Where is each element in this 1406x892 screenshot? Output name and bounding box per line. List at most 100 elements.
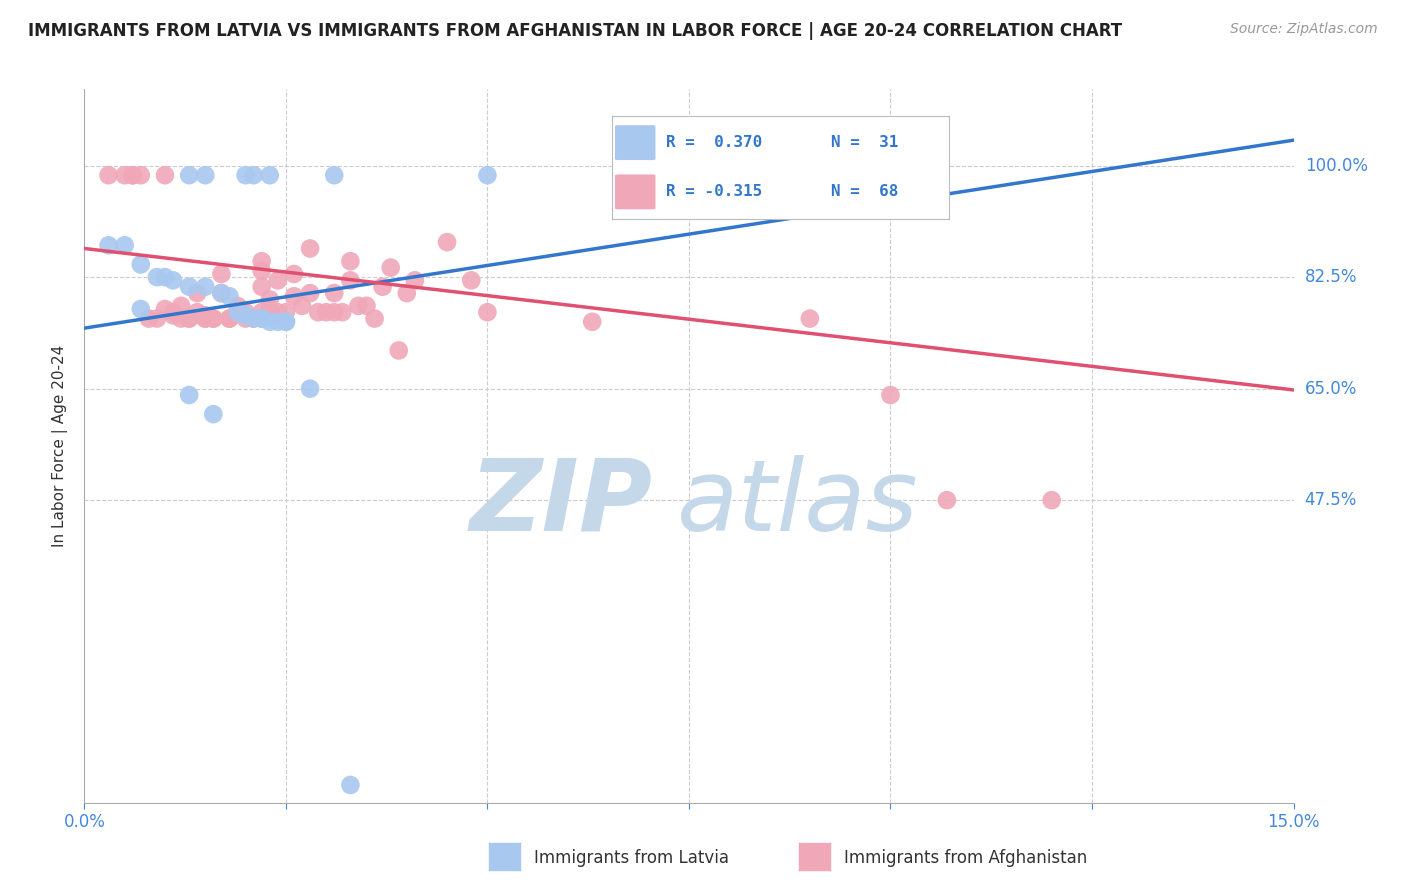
Point [935, 493, 957, 508]
Point [179, 279, 201, 293]
Point [299, 242, 322, 256]
Point [202, 311, 225, 326]
Point [283, 267, 305, 281]
Text: ZIP: ZIP [470, 455, 652, 551]
Point [179, 168, 201, 182]
Text: Source: ZipAtlas.com: Source: ZipAtlas.com [1230, 22, 1378, 37]
Point [371, 279, 394, 293]
Point [347, 299, 370, 313]
Point [250, 305, 273, 319]
Point [138, 311, 160, 326]
Point [299, 286, 322, 301]
Point [194, 311, 217, 326]
Text: IMMIGRANTS FROM LATVIA VS IMMIGRANTS FROM AFGHANISTAN IN LABOR FORCE | AGE 20-24: IMMIGRANTS FROM LATVIA VS IMMIGRANTS FRO… [28, 22, 1122, 40]
Point [146, 270, 169, 285]
Point [170, 299, 193, 313]
Point [323, 168, 346, 182]
Point [250, 311, 273, 326]
Point [339, 254, 361, 268]
Point [363, 311, 385, 326]
Point [194, 279, 217, 293]
Point [162, 309, 184, 323]
Point [291, 299, 314, 313]
Point [194, 309, 217, 323]
Point [114, 238, 136, 252]
Text: 100.0%: 100.0% [1305, 157, 1368, 175]
Point [202, 311, 225, 326]
FancyBboxPatch shape [614, 175, 655, 210]
Point [267, 305, 290, 319]
Point [129, 301, 152, 316]
Point [380, 260, 402, 275]
Text: atlas: atlas [676, 455, 918, 551]
Point [235, 311, 257, 326]
Text: Immigrants from Latvia: Immigrants from Latvia [534, 849, 730, 867]
Point [242, 311, 264, 326]
Text: 47.5%: 47.5% [1305, 491, 1357, 509]
Point [153, 301, 176, 316]
Point [356, 299, 378, 313]
Point [1040, 493, 1063, 508]
Point [194, 311, 217, 326]
Point [274, 315, 297, 329]
Point [395, 286, 418, 301]
Point [226, 299, 249, 313]
Point [218, 311, 240, 326]
Text: R =  0.370: R = 0.370 [665, 135, 762, 150]
Point [307, 305, 329, 319]
Point [299, 382, 322, 396]
Point [283, 289, 305, 303]
Point [97, 168, 120, 182]
Point [202, 407, 225, 421]
Point [323, 305, 346, 319]
Point [581, 315, 603, 329]
Point [460, 273, 482, 287]
Point [162, 273, 184, 287]
Point [323, 286, 346, 301]
Point [146, 311, 169, 326]
Text: 65.0%: 65.0% [1305, 380, 1357, 398]
Point [259, 293, 281, 307]
Point [235, 305, 257, 319]
Point [250, 254, 273, 268]
Point [339, 273, 361, 287]
Point [242, 168, 264, 182]
Point [404, 273, 426, 287]
Point [209, 286, 232, 301]
Point [179, 311, 201, 326]
Point [250, 279, 273, 293]
FancyBboxPatch shape [614, 125, 655, 160]
Point [477, 168, 499, 182]
Point [259, 168, 281, 182]
Point [194, 168, 217, 182]
Point [121, 168, 143, 182]
Point [388, 343, 411, 358]
Point [235, 309, 257, 323]
Point [153, 270, 176, 285]
Point [179, 388, 201, 402]
Point [129, 168, 152, 182]
Text: R = -0.315: R = -0.315 [665, 185, 762, 200]
Point [250, 311, 273, 326]
Point [226, 305, 249, 319]
Point [209, 267, 232, 281]
Point [129, 257, 152, 271]
Point [218, 289, 240, 303]
Point [242, 311, 264, 326]
Text: Immigrants from Afghanistan: Immigrants from Afghanistan [844, 849, 1087, 867]
Point [436, 235, 458, 249]
Point [226, 305, 249, 319]
Point [267, 273, 290, 287]
Point [879, 388, 901, 402]
Point [114, 168, 136, 182]
Point [170, 311, 193, 326]
Point [259, 315, 281, 329]
Point [121, 168, 143, 182]
Text: N =  68: N = 68 [831, 185, 898, 200]
Text: 82.5%: 82.5% [1305, 268, 1357, 286]
Point [186, 286, 208, 301]
Point [162, 305, 184, 319]
Point [209, 286, 232, 301]
Point [274, 315, 297, 329]
Point [274, 305, 297, 319]
